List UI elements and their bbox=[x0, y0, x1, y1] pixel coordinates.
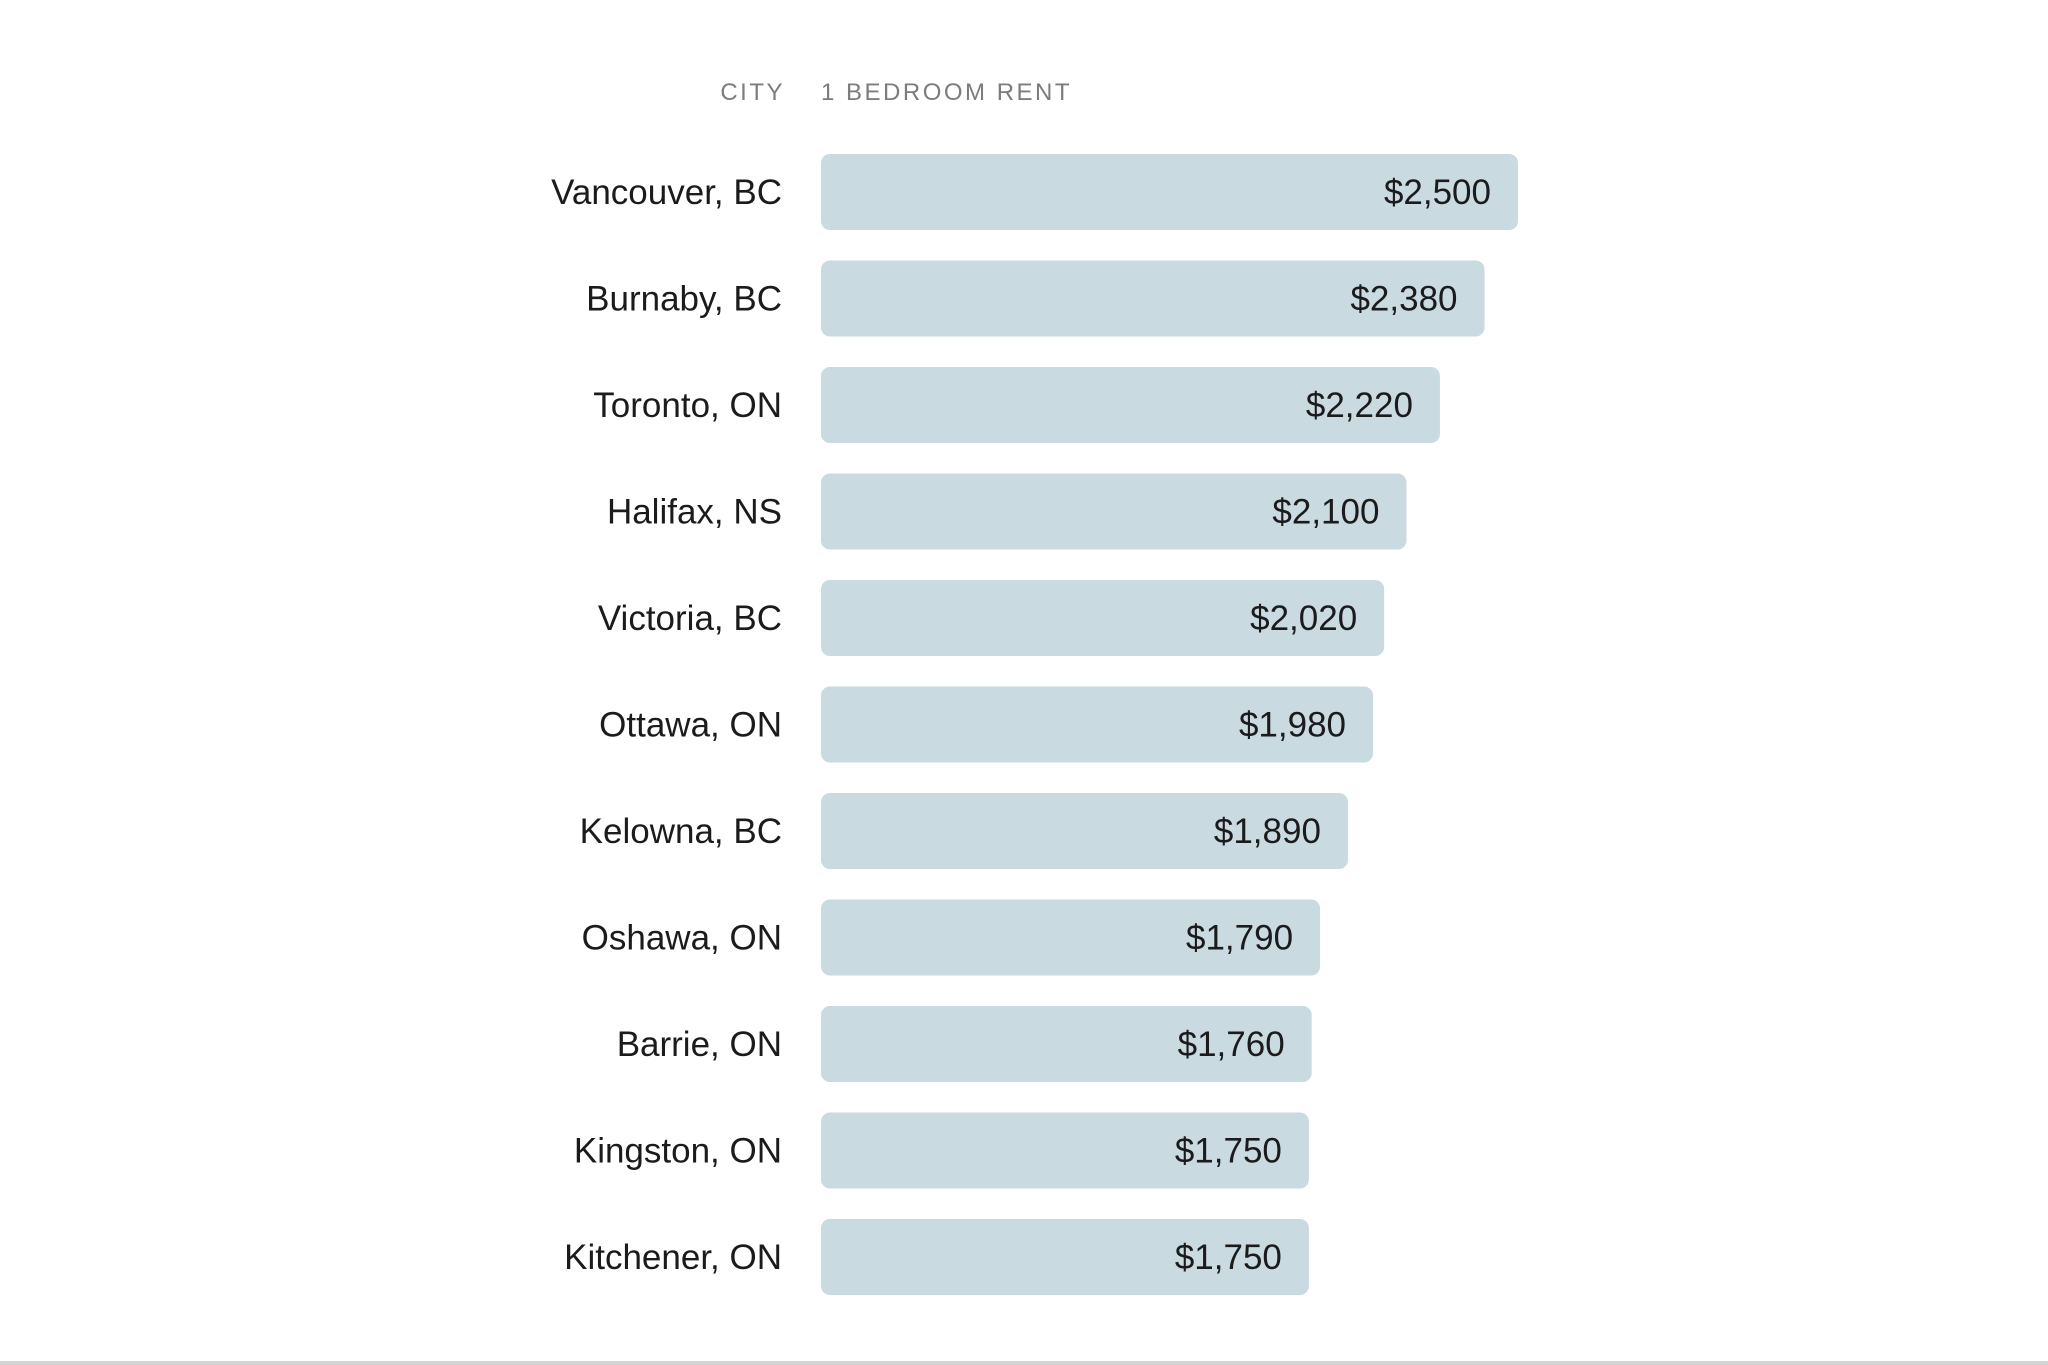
value-label-6: $1,890 bbox=[1214, 812, 1321, 851]
bars-group bbox=[821, 154, 1518, 1295]
bottom-divider bbox=[0, 1361, 2048, 1365]
city-label-3: Halifax, NS bbox=[607, 493, 782, 532]
bar-3 bbox=[821, 473, 1407, 550]
value-label-1: $2,380 bbox=[1350, 280, 1457, 319]
bar-2 bbox=[821, 367, 1440, 443]
city-label-1: Burnaby, BC bbox=[586, 280, 782, 319]
city-label-4: Victoria, BC bbox=[598, 599, 782, 638]
value-label-7: $1,790 bbox=[1186, 919, 1293, 958]
city-label-6: Kelowna, BC bbox=[580, 812, 782, 851]
bar-5 bbox=[821, 686, 1374, 763]
bar-7 bbox=[821, 899, 1321, 976]
bar-8 bbox=[821, 1006, 1312, 1082]
value-labels-group: $2,500 $2,380 $2,220 $2,100 $2,020 $1,980 $1,8… bbox=[1175, 173, 1491, 1277]
value-label-4: $2,020 bbox=[1250, 599, 1357, 638]
bar-0 bbox=[821, 154, 1518, 230]
value-label-0: $2,500 bbox=[1384, 173, 1491, 212]
value-label-3: $2,100 bbox=[1272, 493, 1379, 532]
city-label-2: Toronto, ON bbox=[593, 386, 782, 425]
value-label-8: $1,760 bbox=[1178, 1025, 1285, 1064]
city-label-7: Oshawa, ON bbox=[582, 919, 782, 958]
city-label-10: Kitchener, ON bbox=[564, 1238, 782, 1277]
value-header: 1 BEDROOM RENT bbox=[821, 79, 1072, 106]
bar-4 bbox=[821, 580, 1385, 656]
city-label-9: Kingston, ON bbox=[574, 1132, 782, 1171]
bar-10 bbox=[821, 1219, 1309, 1295]
bar-1 bbox=[821, 260, 1485, 337]
city-labels-group: Vancouver, BC Burnaby, BC Toronto, ON Halif… bbox=[551, 173, 782, 1277]
city-label-0: Vancouver, BC bbox=[551, 173, 782, 212]
bar-6 bbox=[821, 793, 1348, 869]
value-label-9: $1,750 bbox=[1175, 1132, 1282, 1171]
value-label-5: $1,980 bbox=[1239, 706, 1346, 745]
bar-9 bbox=[821, 1112, 1309, 1189]
city-label-8: Barrie, ON bbox=[617, 1025, 782, 1064]
value-label-10: $1,750 bbox=[1175, 1238, 1282, 1277]
value-label-2: $2,220 bbox=[1306, 386, 1413, 425]
category-header: CITY bbox=[720, 79, 785, 106]
city-label-5: Ottawa, ON bbox=[599, 706, 782, 745]
